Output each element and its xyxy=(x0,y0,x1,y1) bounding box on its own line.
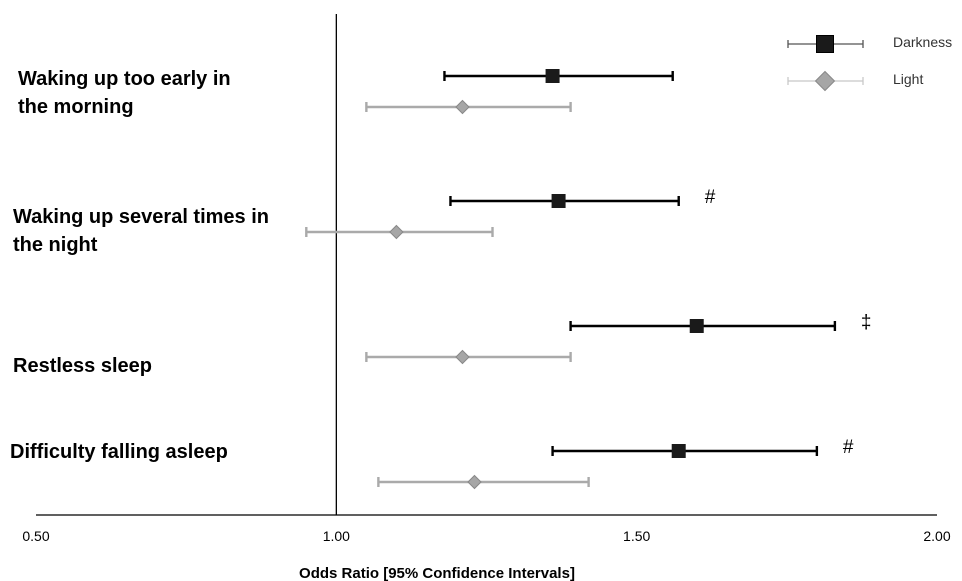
series-darkness: # ‡ # xyxy=(443,69,872,458)
point-marker xyxy=(671,444,686,458)
legend-label: Light xyxy=(893,71,923,87)
point-marker xyxy=(455,349,470,365)
significance-mark: # xyxy=(705,187,716,208)
x-tick-label: 1.50 xyxy=(623,528,650,544)
point-marker xyxy=(389,224,404,240)
series-light xyxy=(305,99,590,490)
legend-item: Darkness xyxy=(787,34,952,53)
point-marker xyxy=(545,69,560,83)
x-tick-label: 0.50 xyxy=(22,528,49,544)
x-axis-title: Odds Ratio [95% Confidence Intervals] xyxy=(299,565,575,581)
category-label: the morning xyxy=(18,96,134,118)
legend-label: Darkness xyxy=(893,34,952,50)
significance-mark: # xyxy=(843,437,854,458)
category-label: Difficulty falling asleep xyxy=(10,441,228,463)
category-label: the night xyxy=(13,234,98,256)
legend: Darkness Light xyxy=(787,34,952,92)
category-labels: Waking up too early in the morning Waking … xyxy=(10,68,269,463)
point-marker xyxy=(467,474,482,490)
point-marker xyxy=(455,99,470,115)
x-axis: 0.50 1.00 1.50 2.00 xyxy=(22,514,951,544)
category-label: Restless sleep xyxy=(13,355,152,377)
legend-marker xyxy=(814,70,836,92)
x-tick-label: 2.00 xyxy=(923,528,950,544)
point-marker xyxy=(551,194,566,208)
point-marker xyxy=(689,319,704,333)
legend-marker xyxy=(816,35,834,53)
category-label: Waking up too early in xyxy=(18,68,231,90)
x-tick-label: 1.00 xyxy=(323,528,350,544)
series-layer: # ‡ # xyxy=(305,69,872,490)
significance-mark: ‡ xyxy=(861,312,872,333)
legend-item: Light xyxy=(787,70,923,92)
category-label: Waking up several times in xyxy=(13,206,269,228)
